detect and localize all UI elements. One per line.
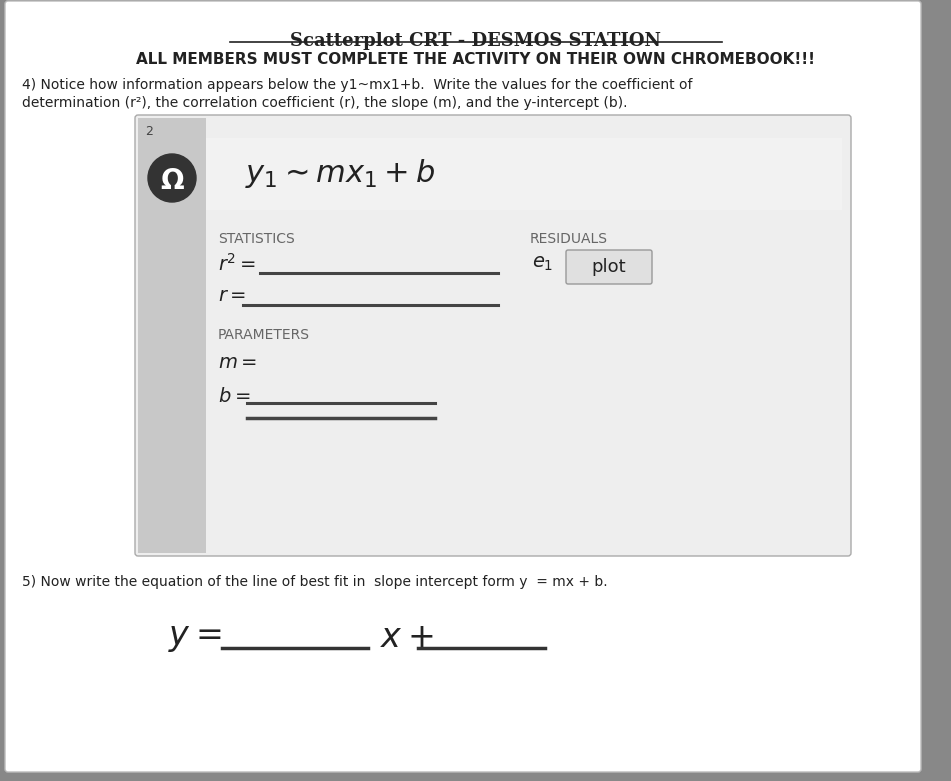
Text: $b =$: $b =$ bbox=[218, 387, 250, 405]
Text: $x +$: $x +$ bbox=[380, 622, 434, 654]
Text: 5) Now write the equation of the line of best fit in  slope intercept form y  = : 5) Now write the equation of the line of… bbox=[22, 575, 608, 589]
Bar bbox=[138, 118, 206, 553]
Text: Scatterplot CRT - DESMOS STATION: Scatterplot CRT - DESMOS STATION bbox=[289, 32, 661, 50]
Text: 2: 2 bbox=[145, 125, 153, 138]
FancyBboxPatch shape bbox=[5, 1, 921, 772]
Text: $y_1 \sim mx_1 + b$: $y_1 \sim mx_1 + b$ bbox=[245, 158, 436, 191]
Text: plot: plot bbox=[592, 258, 627, 276]
Text: PARAMETERS: PARAMETERS bbox=[218, 328, 310, 342]
Bar bbox=[206, 138, 842, 210]
Text: 4) Notice how information appears below the y1~mx1+b.  Write the values for the : 4) Notice how information appears below … bbox=[22, 78, 692, 92]
Text: ALL MEMBERS MUST COMPLETE THE ACTIVITY ON THEIR OWN CHROMEBOOK!!!: ALL MEMBERS MUST COMPLETE THE ACTIVITY O… bbox=[135, 52, 814, 67]
FancyBboxPatch shape bbox=[566, 250, 652, 284]
Text: $r^2 =$: $r^2 =$ bbox=[218, 253, 257, 275]
Text: Ω: Ω bbox=[160, 167, 184, 195]
FancyBboxPatch shape bbox=[135, 115, 851, 556]
Text: $y =$: $y =$ bbox=[168, 622, 222, 654]
Circle shape bbox=[148, 154, 196, 202]
Text: determination (r²), the correlation coefficient (r), the slope (m), and the y-in: determination (r²), the correlation coef… bbox=[22, 96, 628, 110]
Text: $m =$: $m =$ bbox=[218, 354, 257, 372]
Text: STATISTICS: STATISTICS bbox=[218, 232, 295, 246]
Text: RESIDUALS: RESIDUALS bbox=[530, 232, 608, 246]
Text: $r =$: $r =$ bbox=[218, 287, 246, 305]
Text: $e_1$: $e_1$ bbox=[532, 255, 553, 273]
